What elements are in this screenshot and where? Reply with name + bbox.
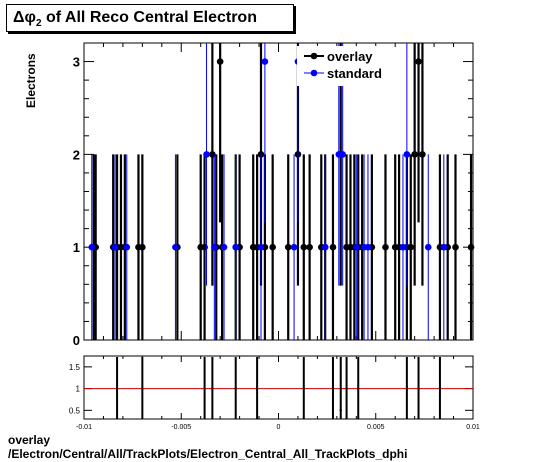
standard-point [424, 243, 432, 251]
footer-line-1: overlay [8, 433, 51, 447]
standard-point [290, 243, 298, 251]
ratio-x-tick-label: -0.005 [171, 424, 191, 431]
overlay-point [139, 243, 146, 251]
ratio-point [203, 387, 206, 390]
title-symbol: Δφ [13, 9, 36, 26]
ratio-point [345, 387, 348, 390]
title-subscript: 2 [35, 18, 42, 30]
ratio-point [211, 387, 214, 390]
ratio-x-tick-label: 0.01 [466, 424, 480, 431]
overlay-point [411, 151, 418, 158]
ratio-plot-marks [84, 357, 473, 419]
overlay-point [467, 243, 475, 251]
ratio-x-tick-label: -0.01 [76, 424, 92, 431]
legend: overlay standard [297, 46, 387, 86]
ratio-point [255, 387, 259, 390]
standard-point [123, 243, 131, 251]
y-tick-label: 3 [73, 55, 80, 70]
main-plot-marks [88, 43, 475, 340]
standard-point [261, 58, 269, 65]
standard-point [353, 243, 360, 251]
ratio-x-tick-label: 0 [277, 424, 281, 431]
standard-point [172, 243, 179, 251]
y-tick-label: 1 [73, 240, 80, 255]
overlay-point [419, 151, 426, 158]
legend-marker [310, 69, 318, 77]
ratio-point [331, 387, 335, 390]
ratio-point [141, 387, 144, 390]
standard-point [111, 243, 119, 251]
y-tick-label: 2 [73, 147, 80, 162]
ratio-x-tick-label: 0.005 [367, 424, 385, 431]
ratio-point [405, 387, 409, 390]
overlay-point [216, 58, 224, 65]
standard-point [257, 243, 265, 251]
overlay-point [300, 243, 308, 251]
title-text: of All Reco Central Electron [45, 9, 257, 26]
standard-point [232, 243, 240, 251]
legend-label: standard [327, 66, 382, 81]
standard-point [403, 151, 411, 158]
ratio-point [302, 387, 305, 390]
overlay-point [329, 243, 337, 251]
plot-title-box: Δφ2 of All Reco Central Electron [6, 4, 294, 32]
plot-title: Δφ2 of All Reco Central Electron [13, 9, 257, 29]
standard-point [88, 243, 96, 251]
standard-point [203, 151, 210, 158]
standard-point [339, 151, 346, 158]
standard-point [321, 243, 329, 251]
overlay-point [306, 243, 313, 251]
standard-point [364, 243, 372, 251]
ratio-point [438, 387, 442, 390]
overlay-point [269, 243, 276, 251]
legend-marker [310, 52, 318, 60]
standard-point [211, 243, 218, 251]
overlay-point [284, 243, 292, 251]
ratio-plot-frame: 0.5 1 1.5 -0.01 -0.005 0 0.005 0.01 [69, 355, 480, 431]
ratio-y-tick-label: 1 [76, 385, 81, 394]
footer-line-2: /Electron/Central/All/TrackPlots/Electro… [8, 447, 408, 461]
ratio-point [357, 387, 360, 390]
ratio-point [115, 387, 119, 390]
overlay-point [407, 243, 415, 251]
standard-point [399, 243, 407, 251]
footer-caption: overlay /Electron/Central/All/TrackPlots… [8, 433, 407, 461]
ratio-y-tick-label: 0.5 [69, 406, 81, 415]
overlay-point [382, 243, 389, 251]
standard-point [440, 243, 448, 251]
ratio-point [417, 387, 420, 390]
ratio-y-tick-label: 1.5 [69, 363, 81, 372]
ratio-point [339, 409, 342, 412]
legend-label: overlay [327, 49, 373, 64]
legend-background [297, 46, 387, 86]
y-tick-label: 0 [73, 333, 80, 348]
ratio-point [234, 387, 237, 390]
standard-point [220, 243, 228, 251]
overlay-point [415, 58, 422, 65]
overlay-point [452, 243, 459, 251]
